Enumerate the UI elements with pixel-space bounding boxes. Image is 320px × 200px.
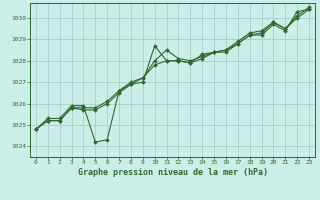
X-axis label: Graphe pression niveau de la mer (hPa): Graphe pression niveau de la mer (hPa) — [77, 168, 268, 177]
